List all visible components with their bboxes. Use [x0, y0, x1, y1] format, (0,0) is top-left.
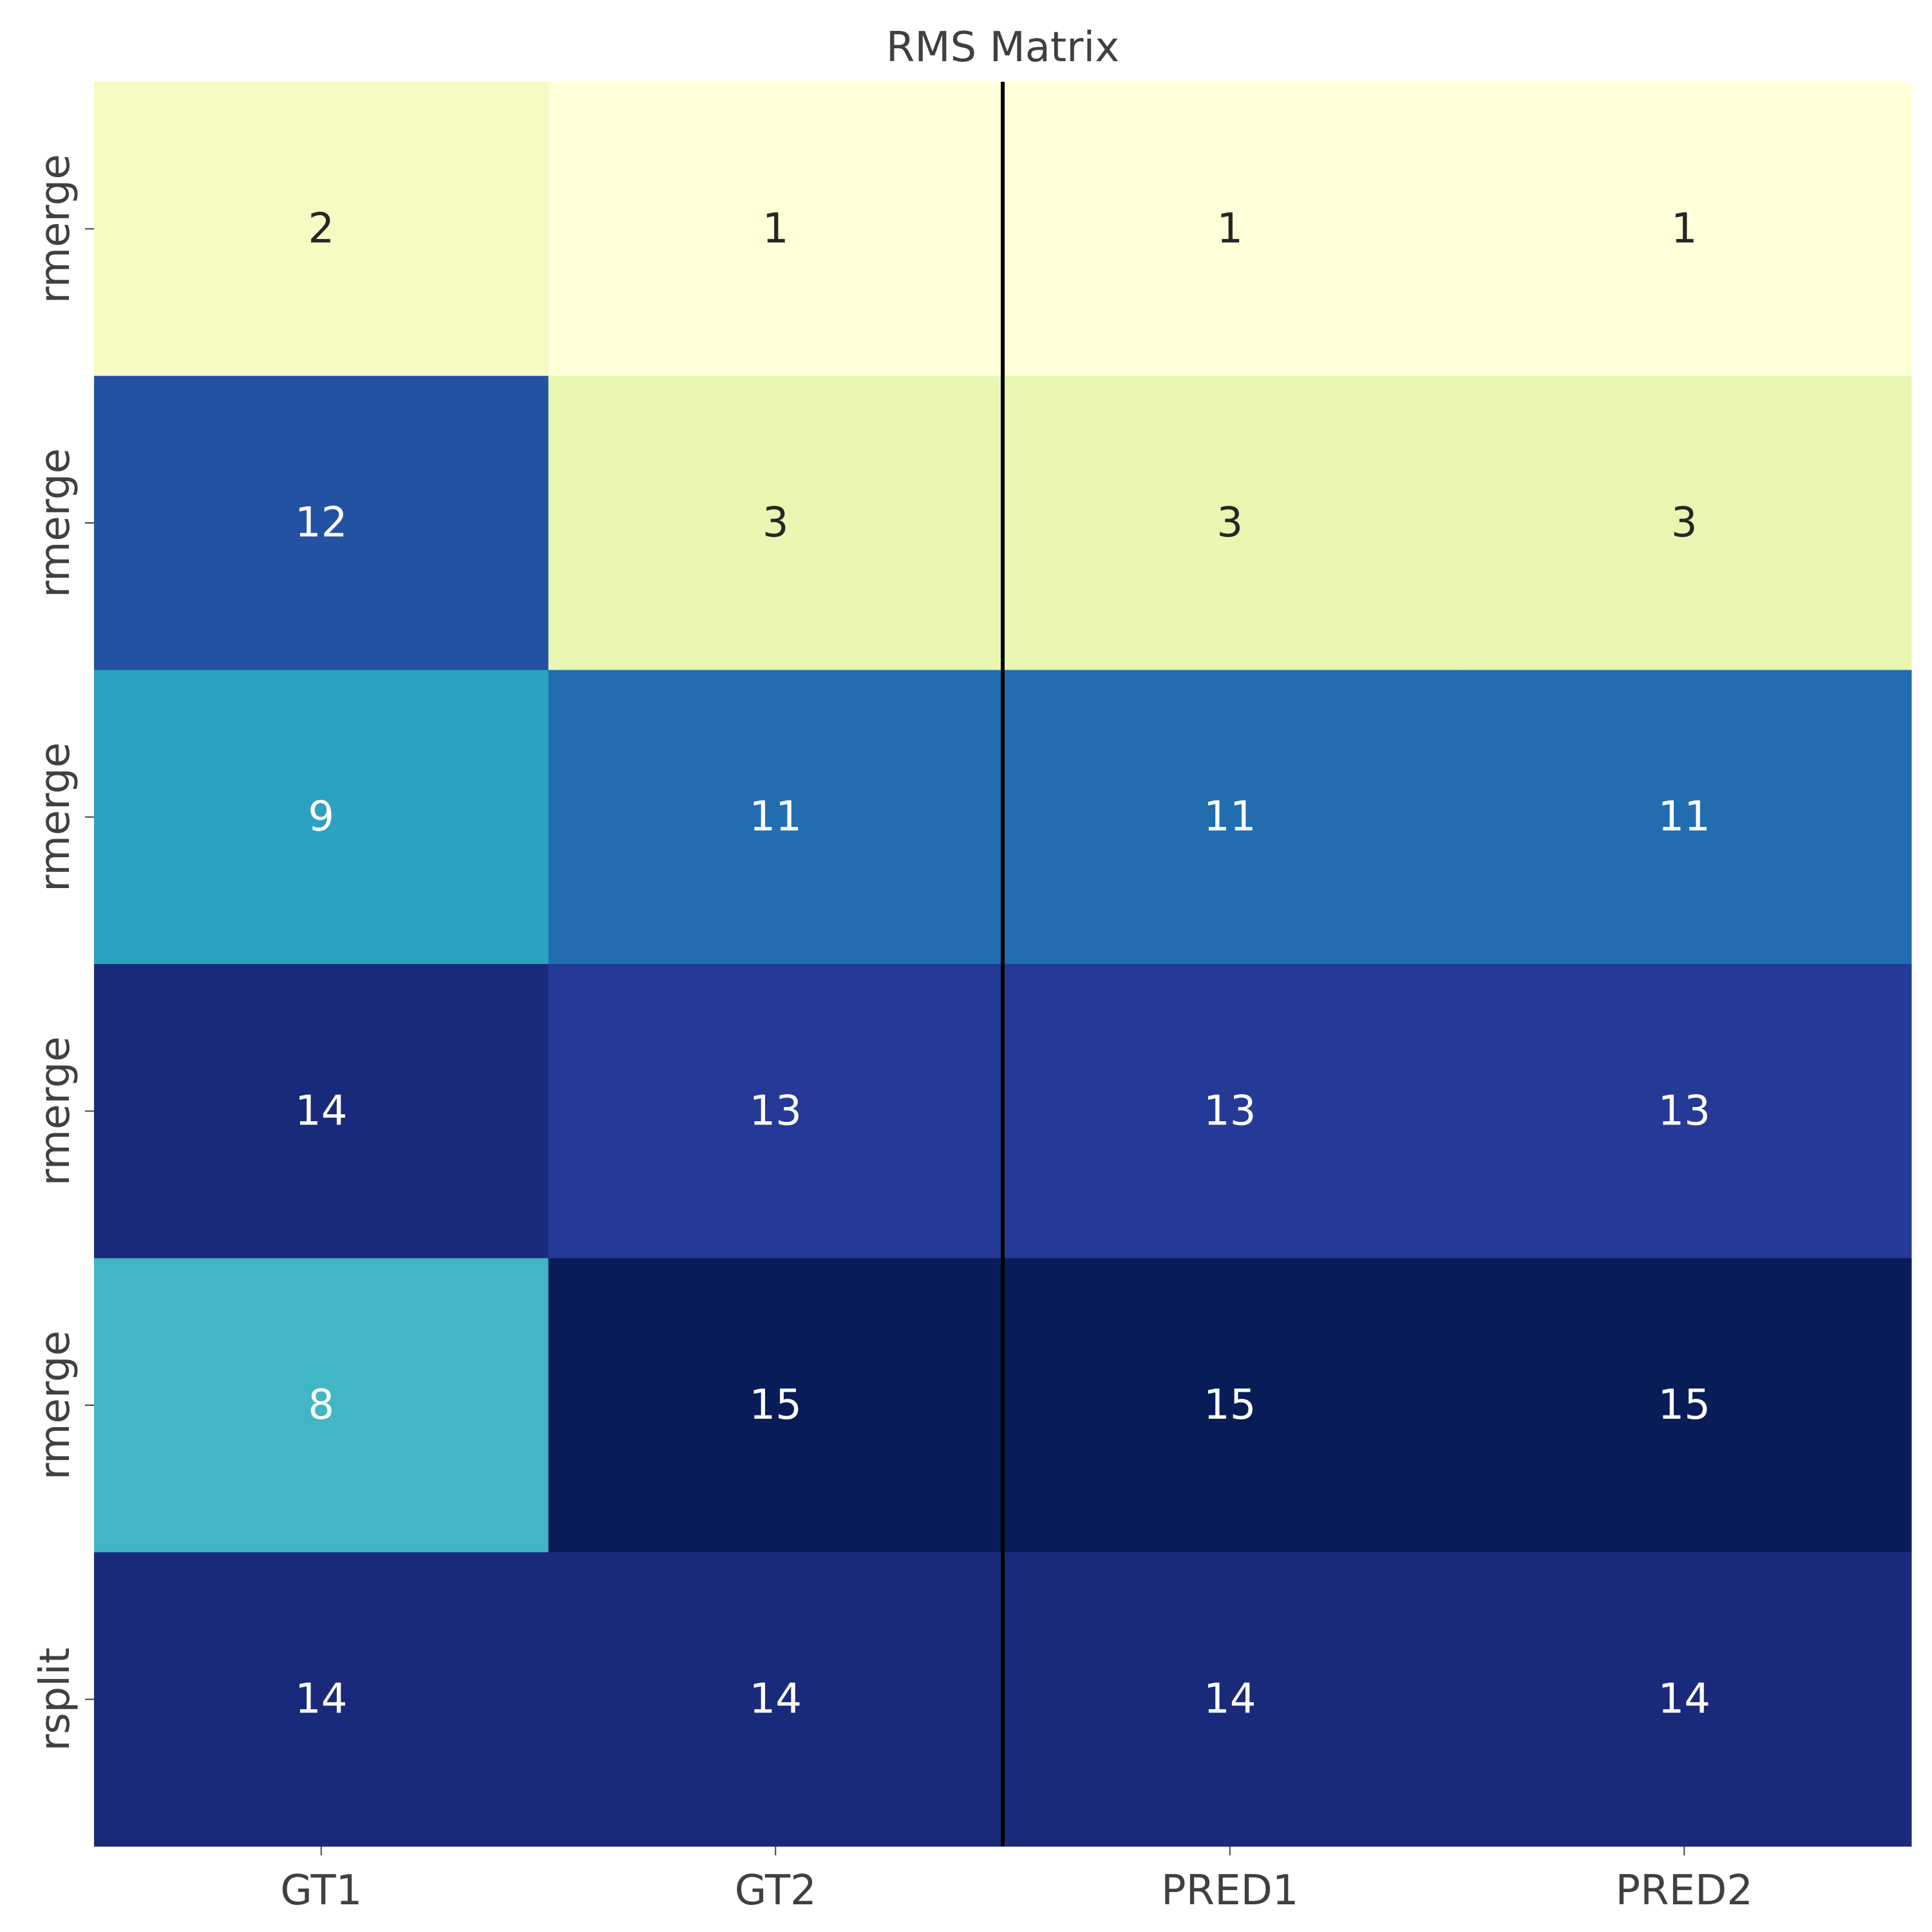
heatmap-cell [1457, 375, 1912, 670]
heatmap-cell [1003, 1258, 1457, 1553]
cell-value-label: 11 [1658, 793, 1710, 841]
cell-value-label: 2 [308, 205, 334, 252]
y-tick-label: rmerge [32, 448, 79, 598]
heatmap-cell [1003, 1552, 1457, 1847]
heatmap-cell [94, 1258, 549, 1553]
heatmap-cell [94, 1552, 549, 1847]
heatmap-cell [548, 670, 1003, 965]
heatmap-cell [548, 1258, 1003, 1553]
heatmap-cell [1003, 964, 1457, 1259]
y-tick-label: rmerge [32, 1331, 79, 1480]
heatmap-cell [548, 82, 1003, 377]
cell-value-label: 3 [1217, 499, 1243, 547]
heatmap-cells [94, 82, 1912, 1847]
x-tick-label: PRED2 [1616, 1867, 1754, 1915]
cell-value-label: 14 [295, 1676, 347, 1723]
y-tick-label: rmerge [32, 154, 79, 303]
cell-value-label: 9 [308, 793, 334, 841]
cell-value-label: 13 [750, 1087, 802, 1135]
cell-value-label: 1 [1217, 205, 1243, 252]
heatmap-cell [1003, 670, 1457, 965]
heatmap-cell [94, 375, 549, 670]
cell-value-label: 1 [1671, 205, 1698, 252]
x-tick-label: GT2 [735, 1867, 817, 1915]
cell-value-label: 3 [1671, 499, 1698, 547]
y-tick-label: rmerge [32, 743, 79, 892]
heatmap-cell [1003, 375, 1457, 670]
cell-value-label: 15 [750, 1381, 802, 1429]
cell-value-label: 14 [750, 1676, 802, 1723]
cell-value-label: 15 [1204, 1381, 1256, 1429]
heatmap-cell [548, 1552, 1003, 1847]
cell-value-label: 12 [295, 499, 347, 547]
cell-value-label: 14 [295, 1087, 347, 1135]
cell-value-label: 11 [1204, 793, 1256, 841]
heatmap-cell [548, 964, 1003, 1259]
heatmap-cell [94, 964, 549, 1259]
heatmap-cell [1457, 670, 1912, 965]
heatmap-cell [94, 82, 549, 377]
chart-title: RMS Matrix [886, 24, 1119, 71]
heatmap-cell [548, 375, 1003, 670]
cell-value-label: 1 [762, 205, 789, 252]
y-axis: rmerge rmerge rmerge rmerge rmerge rsplit [32, 154, 94, 1751]
heatmap-cell [1457, 82, 1912, 377]
cell-value-label: 8 [308, 1381, 334, 1429]
cell-value-label: 15 [1658, 1381, 1710, 1429]
y-tick-label: rsplit [32, 1647, 79, 1751]
cell-value-label: 13 [1658, 1087, 1710, 1135]
heatmap-cell [1457, 964, 1912, 1259]
cell-value-label: 14 [1204, 1676, 1256, 1723]
heatmap-cell [1003, 82, 1457, 377]
x-axis: GT1 GT2 PRED1 PRED2 [280, 1846, 1753, 1915]
heatmap-cell [1457, 1258, 1912, 1553]
x-tick-label: GT1 [280, 1867, 362, 1915]
cell-value-label: 13 [1204, 1087, 1256, 1135]
y-tick-label: rmerge [32, 1036, 79, 1186]
cell-value-label: 14 [1658, 1676, 1710, 1723]
heatmap-cell [1457, 1552, 1912, 1847]
heatmap-cell [94, 670, 549, 965]
cell-value-label: 11 [750, 793, 802, 841]
x-tick-label: PRED1 [1161, 1867, 1299, 1915]
cell-value-label: 3 [762, 499, 789, 547]
